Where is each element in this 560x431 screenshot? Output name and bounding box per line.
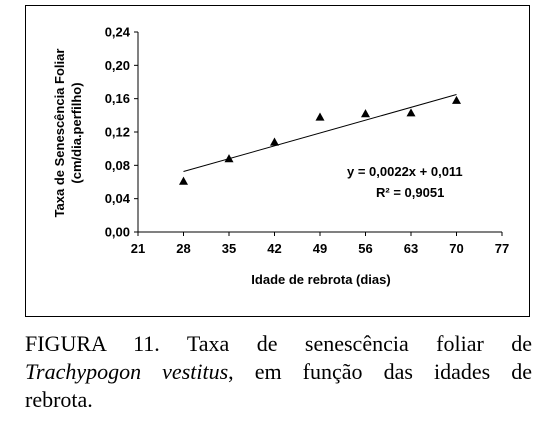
y-ticks: 0,00 0,04 0,08 0,12 0,16 0,20 0,24 [105, 25, 138, 240]
data-point-triangle [452, 95, 461, 104]
x-tick-label: 70 [449, 241, 463, 256]
x-tick-label: 42 [267, 241, 281, 256]
y-axis-label-line1: Taxa de Senescência Foliar [52, 49, 67, 218]
data-point-triangle [361, 109, 370, 118]
x-tick-label: 56 [358, 241, 372, 256]
regression-equation: y = 0,0022x + 0,011 [347, 164, 463, 179]
x-tick-label: 28 [176, 241, 190, 256]
y-tick-label: 0,00 [105, 225, 130, 240]
x-ticks: 21 28 35 42 49 56 63 70 77 [131, 232, 509, 256]
x-axis-label: Idade de rebrota (dias) [251, 272, 390, 287]
x-tick-label: 63 [404, 241, 418, 256]
chart-frame [25, 5, 530, 317]
x-tick-label: 77 [495, 241, 509, 256]
figure-caption: FIGURA 11. Taxa de senescência foliar de… [25, 330, 532, 414]
axes [137, 32, 502, 233]
caption-line-2-rest: , em função das idades de [228, 359, 532, 384]
data-point-triangle [224, 154, 234, 163]
caption-line-1: FIGURA 11. Taxa de senescência foliar de [25, 331, 532, 356]
y-tick-label: 0,16 [105, 91, 130, 106]
data-point-triangle [315, 112, 325, 121]
x-tick-label: 35 [222, 241, 236, 256]
caption-species-name: Trachypogon vestitus [25, 359, 229, 384]
trendline [183, 94, 457, 172]
caption-line-2: Trachypogon vestitus, em função das idad… [25, 358, 532, 386]
data-point-triangle [270, 137, 279, 146]
y-axis-label-line2: (cm/dia.perfilho) [69, 82, 84, 183]
y-tick-label: 0,12 [105, 125, 130, 140]
x-tick-label: 49 [313, 241, 327, 256]
caption-line-3: rebrota. [25, 387, 93, 412]
data-point-triangle [406, 108, 416, 117]
chart-svg: 0,00 0,04 0,08 0,12 0,16 0,20 0,24 21 28 35 42 49 5… [52, 25, 509, 288]
data-point-triangle [179, 176, 188, 185]
data-points [179, 95, 461, 185]
y-tick-label: 0,08 [105, 158, 130, 173]
x-tick-label: 21 [131, 241, 145, 256]
y-tick-label: 0,04 [105, 191, 131, 206]
r-squared-label: R² = 0,9051 [376, 185, 444, 200]
y-tick-label: 0,20 [105, 58, 130, 73]
y-tick-label: 0,24 [105, 25, 131, 40]
